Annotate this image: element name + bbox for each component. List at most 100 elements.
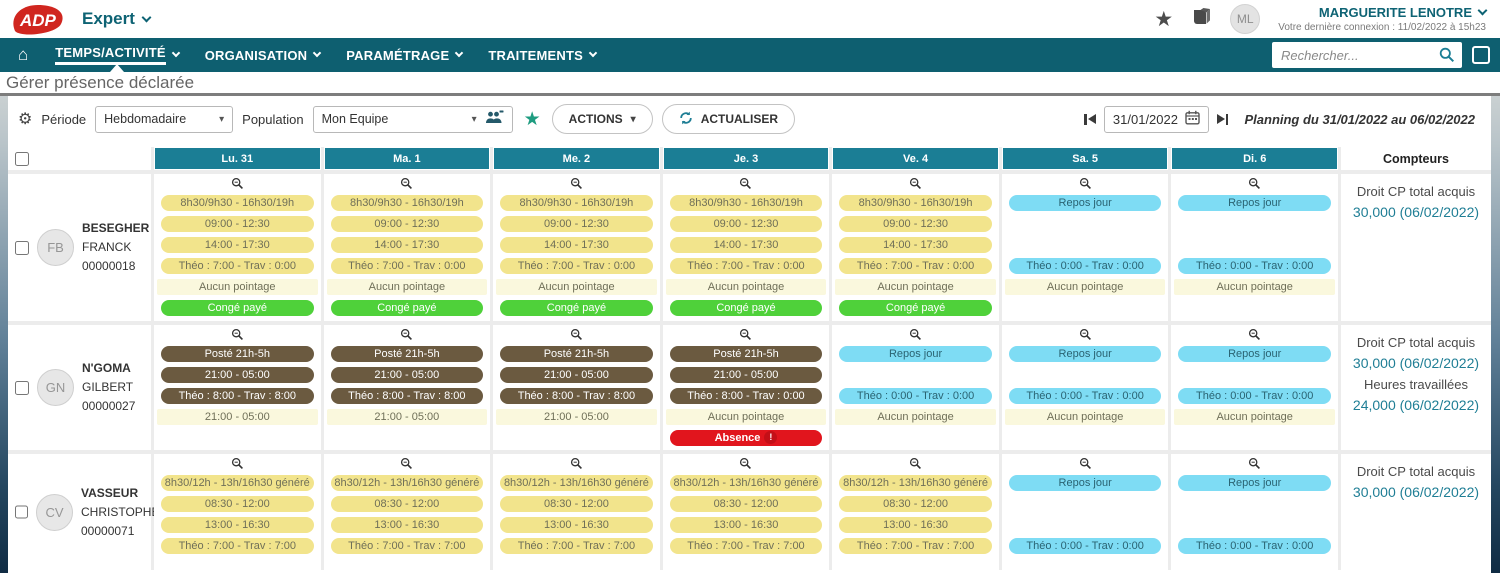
schedule-pill[interactable]: Repos jour — [1008, 195, 1162, 211]
zoom-day-icon[interactable] — [493, 457, 660, 470]
schedule-pill[interactable]: 13:00 - 16:30 — [669, 517, 823, 533]
schedule-pill[interactable]: Posté 21h-5h — [161, 346, 314, 362]
schedule-pill[interactable]: Théo : 7:00 - Trav : 0:00 — [330, 258, 484, 274]
schedule-pill[interactable]: Repos jour — [1178, 195, 1331, 211]
schedule-pill[interactable]: Repos jour — [1008, 346, 1162, 362]
schedule-pill[interactable]: Repos jour — [1178, 346, 1331, 362]
schedule-pill[interactable]: Repos jour — [839, 346, 992, 362]
schedule-pill[interactable]: Posté 21h-5h — [500, 346, 653, 362]
nav-traitements[interactable]: TRAITEMENTS — [475, 38, 609, 72]
schedule-pill[interactable]: 13:00 - 16:30 — [330, 517, 484, 533]
schedule-pill[interactable]: Aucun pointage — [326, 279, 488, 295]
schedule-pill[interactable]: 09:00 - 12:30 — [500, 216, 653, 232]
refresh-button[interactable]: ACTUALISER — [661, 104, 796, 134]
actions-button[interactable]: ACTIONS ▾ — [551, 104, 653, 134]
previous-period-button[interactable] — [1084, 113, 1096, 125]
schedule-pill[interactable]: 8h30/9h30 - 16h30/19h — [839, 195, 992, 211]
zoom-day-icon[interactable] — [1171, 177, 1338, 190]
zoom-day-icon[interactable] — [154, 177, 321, 190]
zoom-day-icon[interactable] — [1002, 328, 1169, 341]
schedule-pill[interactable]: Théo : 7:00 - Trav : 7:00 — [161, 538, 314, 554]
schedule-pill[interactable]: 21:00 - 05:00 — [157, 409, 318, 425]
zoom-day-icon[interactable] — [154, 328, 321, 341]
journal-icon[interactable] — [1191, 7, 1212, 31]
zoom-day-icon[interactable] — [324, 328, 491, 341]
schedule-pill[interactable]: Théo : 7:00 - Trav : 0:00 — [161, 258, 314, 274]
home-icon[interactable]: ⌂ — [18, 45, 29, 64]
day-header[interactable]: Ve. 4 — [833, 148, 998, 169]
search-input[interactable] — [1272, 42, 1462, 68]
schedule-pill[interactable]: Théo : 8:00 - Trav : 8:00 — [330, 388, 484, 404]
day-header[interactable]: Me. 2 — [494, 148, 659, 169]
schedule-pill[interactable]: 14:00 - 17:30 — [500, 237, 653, 253]
favorites-star-icon[interactable]: ★ — [1154, 7, 1174, 31]
schedule-pill[interactable]: Aucun pointage — [835, 409, 996, 425]
calendar-icon[interactable] — [1185, 110, 1200, 128]
zoom-day-icon[interactable] — [1002, 457, 1169, 470]
schedule-pill[interactable]: 21:00 - 05:00 — [161, 367, 314, 383]
schedule-pill[interactable]: 21:00 - 05:00 — [330, 367, 484, 383]
window-icon[interactable] — [1472, 46, 1490, 64]
schedule-pill[interactable]: 13:00 - 16:30 — [161, 517, 314, 533]
schedule-pill[interactable]: 8h30/9h30 - 16h30/19h — [161, 195, 314, 211]
schedule-pill[interactable]: Congé payé — [330, 300, 484, 316]
schedule-pill[interactable]: Théo : 8:00 - Trav : 0:00 — [669, 388, 823, 404]
schedule-pill[interactable]: 09:00 - 12:30 — [839, 216, 992, 232]
schedule-pill[interactable]: Congé payé — [161, 300, 314, 316]
schedule-pill[interactable]: Théo : 7:00 - Trav : 7:00 — [500, 538, 653, 554]
schedule-pill[interactable]: Repos jour — [1178, 475, 1331, 491]
schedule-pill[interactable]: 8h30/9h30 - 16h30/19h — [500, 195, 653, 211]
schedule-pill[interactable]: Théo : 7:00 - Trav : 0:00 — [500, 258, 653, 274]
schedule-pill[interactable]: Théo : 7:00 - Trav : 7:00 — [669, 538, 823, 554]
schedule-pill[interactable]: 08:30 - 12:00 — [330, 496, 484, 512]
select-all-checkbox[interactable] — [15, 151, 29, 166]
schedule-pill[interactable]: Aucun pointage — [1004, 279, 1166, 295]
product-switcher[interactable]: Expert — [82, 9, 152, 29]
schedule-pill[interactable]: 14:00 - 17:30 — [161, 237, 314, 253]
zoom-day-icon[interactable] — [663, 177, 830, 190]
zoom-day-icon[interactable] — [663, 328, 830, 341]
nav-parametrage[interactable]: PARAMÉTRAGE — [333, 38, 475, 72]
schedule-pill[interactable]: Aucun pointage — [1004, 409, 1166, 425]
employee-checkbox[interactable] — [15, 505, 28, 519]
schedule-pill[interactable]: Congé payé — [669, 300, 823, 316]
day-header[interactable]: Di. 6 — [1172, 148, 1337, 169]
schedule-pill[interactable]: 08:30 - 12:00 — [500, 496, 653, 512]
employee-checkbox[interactable] — [15, 380, 29, 395]
user-avatar[interactable]: ML — [1230, 4, 1261, 34]
zoom-day-icon[interactable] — [154, 457, 321, 470]
schedule-pill[interactable]: 09:00 - 12:30 — [330, 216, 484, 232]
settings-gear-icon[interactable]: ⚙ — [18, 111, 33, 128]
schedule-pill[interactable]: Théo : 0:00 - Trav : 0:00 — [1008, 538, 1162, 554]
population-select[interactable]: Mon Equipe ▾ — [312, 105, 513, 133]
schedule-pill[interactable]: 8h30/9h30 - 16h30/19h — [669, 195, 823, 211]
schedule-pill[interactable]: 09:00 - 12:30 — [161, 216, 314, 232]
search-icon[interactable] — [1439, 47, 1455, 68]
schedule-pill[interactable]: 08:30 - 12:00 — [839, 496, 992, 512]
schedule-pill[interactable]: 8h30/12h - 13h/16h30 généré — [161, 475, 314, 491]
nav-organisation[interactable]: ORGANISATION — [192, 38, 334, 72]
schedule-pill[interactable]: 8h30/12h - 13h/16h30 généré — [839, 475, 992, 491]
schedule-pill[interactable]: 21:00 - 05:00 — [669, 367, 823, 383]
schedule-pill[interactable]: Théo : 7:00 - Trav : 7:00 — [839, 538, 992, 554]
schedule-pill[interactable]: 13:00 - 16:30 — [500, 517, 653, 533]
zoom-day-icon[interactable] — [832, 457, 999, 470]
schedule-pill[interactable]: 21:00 - 05:00 — [500, 367, 653, 383]
zoom-day-icon[interactable] — [1002, 177, 1169, 190]
zoom-day-icon[interactable] — [663, 457, 830, 470]
schedule-pill[interactable]: Posté 21h-5h — [330, 346, 484, 362]
zoom-day-icon[interactable] — [493, 177, 660, 190]
schedule-pill[interactable]: Théo : 7:00 - Trav : 7:00 — [330, 538, 484, 554]
schedule-pill[interactable]: Congé payé — [500, 300, 653, 316]
schedule-pill[interactable]: 08:30 - 12:00 — [669, 496, 823, 512]
next-period-button[interactable] — [1216, 113, 1229, 125]
schedule-pill[interactable]: 14:00 - 17:30 — [839, 237, 992, 253]
schedule-pill[interactable]: 14:00 - 17:30 — [669, 237, 823, 253]
periode-select[interactable]: Hebdomadaire ▾ — [95, 105, 234, 133]
schedule-pill[interactable]: Posté 21h-5h — [669, 346, 823, 362]
employee-checkbox[interactable] — [15, 240, 29, 255]
zoom-day-icon[interactable] — [1171, 457, 1338, 470]
schedule-pill[interactable]: 8h30/9h30 - 16h30/19h — [330, 195, 484, 211]
schedule-pill[interactable]: Théo : 7:00 - Trav : 0:00 — [839, 258, 992, 274]
day-header[interactable]: Lu. 31 — [155, 148, 320, 169]
